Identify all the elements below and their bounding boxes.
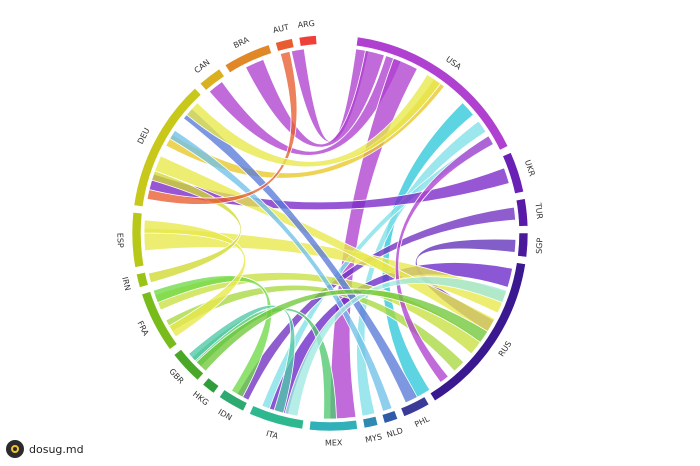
node-label-tur: TUR [533,201,544,220]
node-arc-gbr [173,348,204,381]
node-arc-arg [298,35,318,47]
dosug-logo-icon [6,440,24,458]
node-label-bra: BRA [232,35,251,50]
node-arc-mex [308,419,358,432]
chord-ribbon-27 [195,288,489,372]
chord-ribbon-26 [185,73,442,168]
chord-ribbon-9 [236,206,516,401]
chord-ribbon-24 [147,170,242,284]
node-label-mys: MYS [364,432,382,444]
chord-ribbon-25 [146,50,298,205]
node-arc-mys [362,416,379,429]
node-arc-fra [141,291,178,350]
watermark-text: dosug.md [29,442,84,456]
chord-ribbon-17 [182,107,418,404]
node-arc-sgp [517,232,529,258]
node-arc-idn [218,389,248,412]
node-arc-nld [381,410,399,424]
node-label-irn: IRN [120,276,132,292]
node-label-fra: FRA [135,319,150,337]
node-label-arg: ARG [297,19,315,30]
node-arc-hkg [202,377,220,394]
node-arc-rus [429,262,526,402]
node-label-ukr: UKR [523,159,537,178]
chord-ribbon-18 [169,129,393,412]
chord-ribbon-16 [394,135,495,384]
node-arc-irn [135,271,149,288]
chord-ribbon-4 [165,78,446,179]
node-label-hkg: HKG [191,390,210,408]
node-label-idn: IDN [216,407,233,422]
chord-ribbon-20 [284,276,508,417]
node-arc-bra [224,44,272,74]
chord-ribbon-14 [154,272,482,355]
node-label-esp: ESP [115,233,125,248]
node-label-rus: RUS [497,340,514,359]
node-label-deu: DEU [136,126,152,145]
node-arc-esp [131,211,145,268]
chord-ribbon-1 [245,49,385,148]
node-label-ita: ITA [265,429,280,441]
watermark-badge: dosug.md [4,438,90,460]
node-arc-usa [355,36,509,151]
node-arc-aut [275,38,295,52]
node-label-mex: MEX [325,438,343,447]
node-label-sgp: SGP [535,237,545,254]
node-label-can: CAN [193,58,212,76]
node-label-nld: NLD [386,426,405,440]
chord-ribbon-23 [143,219,247,338]
node-label-gbr: GBR [167,367,186,386]
node-arcs [131,35,529,432]
node-label-usa: USA [444,55,463,72]
node-arc-ukr [502,152,525,195]
node-arc-ita [249,405,305,430]
node-arc-can [199,68,225,91]
node-label-phl: PHL [413,414,431,429]
chord-ribbons [143,48,517,420]
chord-ribbon-21 [152,275,272,398]
chord-ribbon-6 [356,120,487,417]
node-label-aut: AUT [272,23,290,36]
node-arc-phl [400,396,430,417]
node-arc-tur [515,198,529,227]
node-arc-deu [133,87,202,208]
